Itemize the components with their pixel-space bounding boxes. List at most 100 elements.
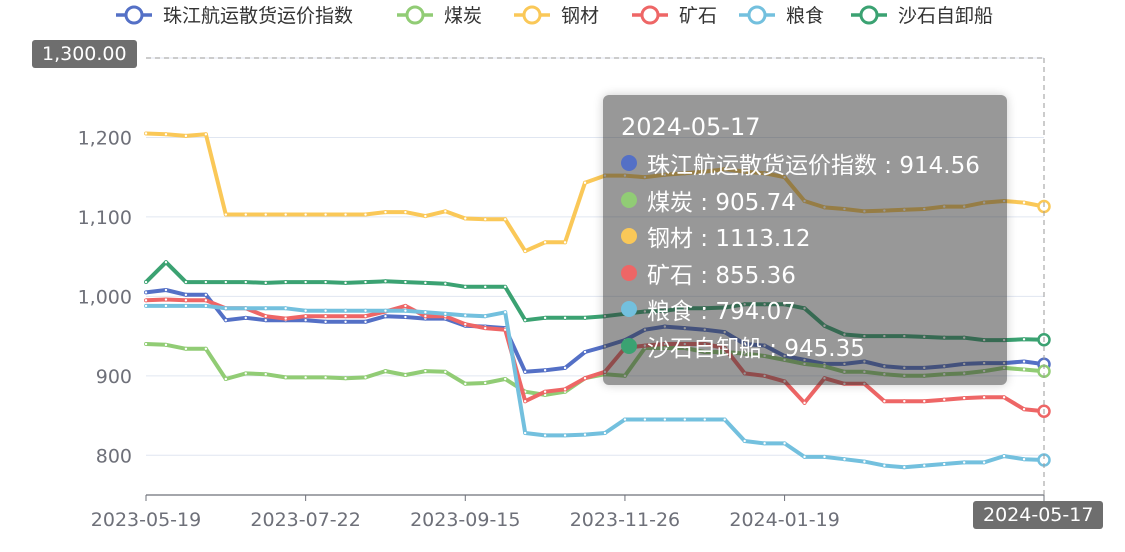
series-point[interactable]: [343, 314, 348, 319]
series-point[interactable]: [223, 280, 228, 285]
series-point[interactable]: [583, 432, 588, 437]
series-point[interactable]: [443, 369, 448, 374]
legend-item[interactable]: 矿石: [632, 5, 717, 27]
series-point[interactable]: [243, 212, 248, 217]
series-point[interactable]: [283, 375, 288, 380]
series-point[interactable]: [463, 381, 468, 386]
series-point[interactable]: [722, 417, 727, 422]
series-point[interactable]: [563, 240, 568, 245]
series-point[interactable]: [403, 308, 408, 313]
series-point[interactable]: [982, 460, 987, 465]
series-point[interactable]: [203, 280, 208, 285]
series-point[interactable]: [323, 280, 328, 285]
series-point[interactable]: [143, 303, 148, 308]
series-point[interactable]: [223, 376, 228, 381]
series-point[interactable]: [403, 315, 408, 320]
series-point[interactable]: [563, 387, 568, 392]
series-point[interactable]: [403, 303, 408, 308]
series-point[interactable]: [283, 212, 288, 217]
series-point[interactable]: [363, 375, 368, 380]
series-point[interactable]: [922, 463, 927, 468]
series-point[interactable]: [183, 292, 188, 297]
series-point[interactable]: [323, 314, 328, 319]
series-point[interactable]: [583, 315, 588, 320]
legend[interactable]: 珠江航运散货运价指数 煤炭 钢材 矿石 粮食 沙石自卸船: [116, 5, 993, 27]
series-point[interactable]: [503, 310, 508, 315]
series-point[interactable]: [263, 306, 268, 311]
series-point[interactable]: [1022, 407, 1027, 412]
series-point[interactable]: [183, 346, 188, 351]
series-point[interactable]: [163, 342, 168, 347]
series-point[interactable]: [263, 314, 268, 319]
series-point[interactable]: [203, 346, 208, 351]
series-point[interactable]: [523, 399, 528, 404]
series-point[interactable]: [463, 216, 468, 221]
series-point[interactable]: [323, 308, 328, 313]
series-point[interactable]: [383, 314, 388, 319]
legend-item[interactable]: 珠江航运散货运价指数: [116, 5, 353, 27]
series-point[interactable]: [403, 280, 408, 285]
series-point[interactable]: [343, 212, 348, 217]
series-point[interactable]: [782, 441, 787, 446]
series-point[interactable]: [303, 308, 308, 313]
series-point[interactable]: [1022, 457, 1027, 462]
series-point[interactable]: [802, 454, 807, 459]
series-point[interactable]: [523, 431, 528, 436]
series-point[interactable]: [183, 298, 188, 303]
series-point[interactable]: [323, 319, 328, 324]
legend-item[interactable]: 煤炭: [397, 5, 482, 27]
series-point[interactable]: [523, 318, 528, 323]
series-point[interactable]: [283, 306, 288, 311]
series-point[interactable]: [383, 308, 388, 313]
series-point[interactable]: [383, 279, 388, 284]
series-point[interactable]: [523, 249, 528, 254]
series-point[interactable]: [303, 318, 308, 323]
series-point[interactable]: [183, 280, 188, 285]
legend-item[interactable]: 沙石自卸船: [851, 5, 993, 27]
series-point[interactable]: [523, 369, 528, 374]
series-point[interactable]: [263, 318, 268, 323]
series-point[interactable]: [343, 280, 348, 285]
series-point[interactable]: [802, 400, 807, 405]
series-point[interactable]: [203, 298, 208, 303]
series-point[interactable]: [822, 454, 827, 459]
series-point[interactable]: [283, 316, 288, 321]
series-point[interactable]: [443, 281, 448, 286]
series-point[interactable]: [403, 373, 408, 378]
series-point[interactable]: [842, 457, 847, 462]
series-point[interactable]: [443, 311, 448, 316]
series-point[interactable]: [563, 315, 568, 320]
series-point[interactable]: [642, 417, 647, 422]
series-point[interactable]: [363, 212, 368, 217]
series-point[interactable]: [702, 417, 707, 422]
series-point[interactable]: [543, 368, 548, 373]
series-point[interactable]: [882, 463, 887, 468]
series-point[interactable]: [622, 417, 627, 422]
series-point[interactable]: [183, 303, 188, 308]
series-point[interactable]: [303, 280, 308, 285]
series-point[interactable]: [183, 133, 188, 138]
series-point[interactable]: [483, 217, 488, 222]
series-point[interactable]: [143, 280, 148, 285]
series-point[interactable]: [403, 210, 408, 215]
series-point[interactable]: [543, 315, 548, 320]
series-point[interactable]: [143, 342, 148, 347]
series-point[interactable]: [962, 460, 967, 465]
series-point[interactable]: [223, 318, 228, 323]
series-point[interactable]: [423, 369, 428, 374]
series-point[interactable]: [503, 376, 508, 381]
series-point[interactable]: [203, 303, 208, 308]
series-point[interactable]: [1002, 395, 1007, 400]
series-point[interactable]: [483, 326, 488, 331]
series-point[interactable]: [423, 280, 428, 285]
series-point[interactable]: [762, 441, 767, 446]
series-point[interactable]: [363, 314, 368, 319]
series-point[interactable]: [423, 314, 428, 319]
series-point[interactable]: [323, 375, 328, 380]
series-point[interactable]: [982, 395, 987, 400]
series-point[interactable]: [463, 322, 468, 327]
series-point[interactable]: [243, 315, 248, 320]
series-point[interactable]: [143, 290, 148, 295]
series-point[interactable]: [483, 380, 488, 385]
series-point[interactable]: [742, 438, 747, 443]
